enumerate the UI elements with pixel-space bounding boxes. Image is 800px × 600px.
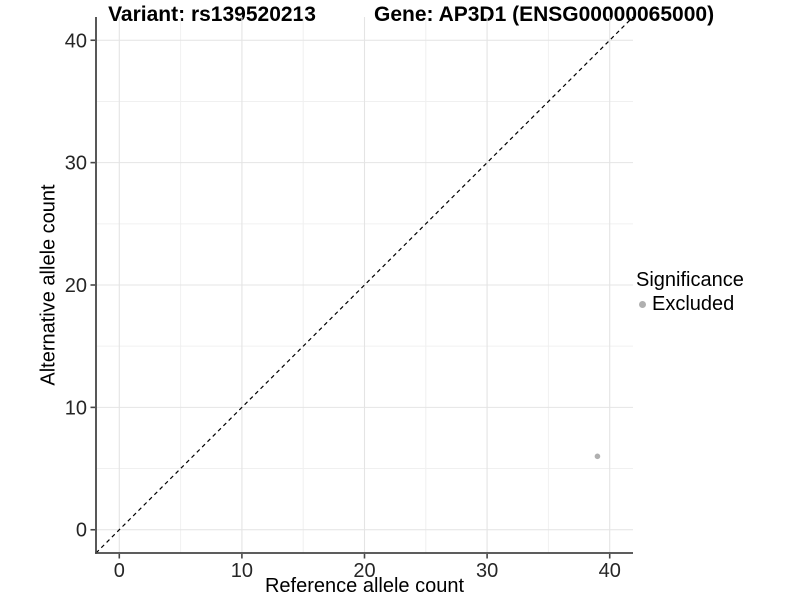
legend: Significance Excluded: [636, 268, 744, 316]
x-tick-label: 0: [114, 560, 125, 582]
legend-title: Significance: [636, 269, 744, 291]
x-tick-label: 40: [599, 560, 621, 582]
x-axis-title: Reference allele count: [264, 575, 464, 597]
legend-entry-excluded: Excluded: [639, 292, 744, 316]
y-tick-label: 30: [65, 153, 87, 175]
legend-entry-label: Excluded: [652, 293, 735, 315]
identity-dashed-line: [95, 16, 634, 554]
variant-title: Variant: rs139520213: [108, 3, 316, 26]
y-tick-label: 0: [76, 520, 87, 542]
x-tick-label: 30: [476, 560, 498, 582]
y-tick-label: 20: [65, 275, 87, 297]
y-tick-label: 40: [65, 30, 87, 52]
y-axis-title: Alternative allele count: [37, 184, 60, 386]
y-tick-label: 10: [65, 397, 87, 419]
x-tick-label: 20: [353, 560, 375, 582]
x-tick-label: 10: [231, 560, 253, 582]
excluded-point-icon: [639, 300, 646, 308]
data-point: [594, 453, 601, 460]
